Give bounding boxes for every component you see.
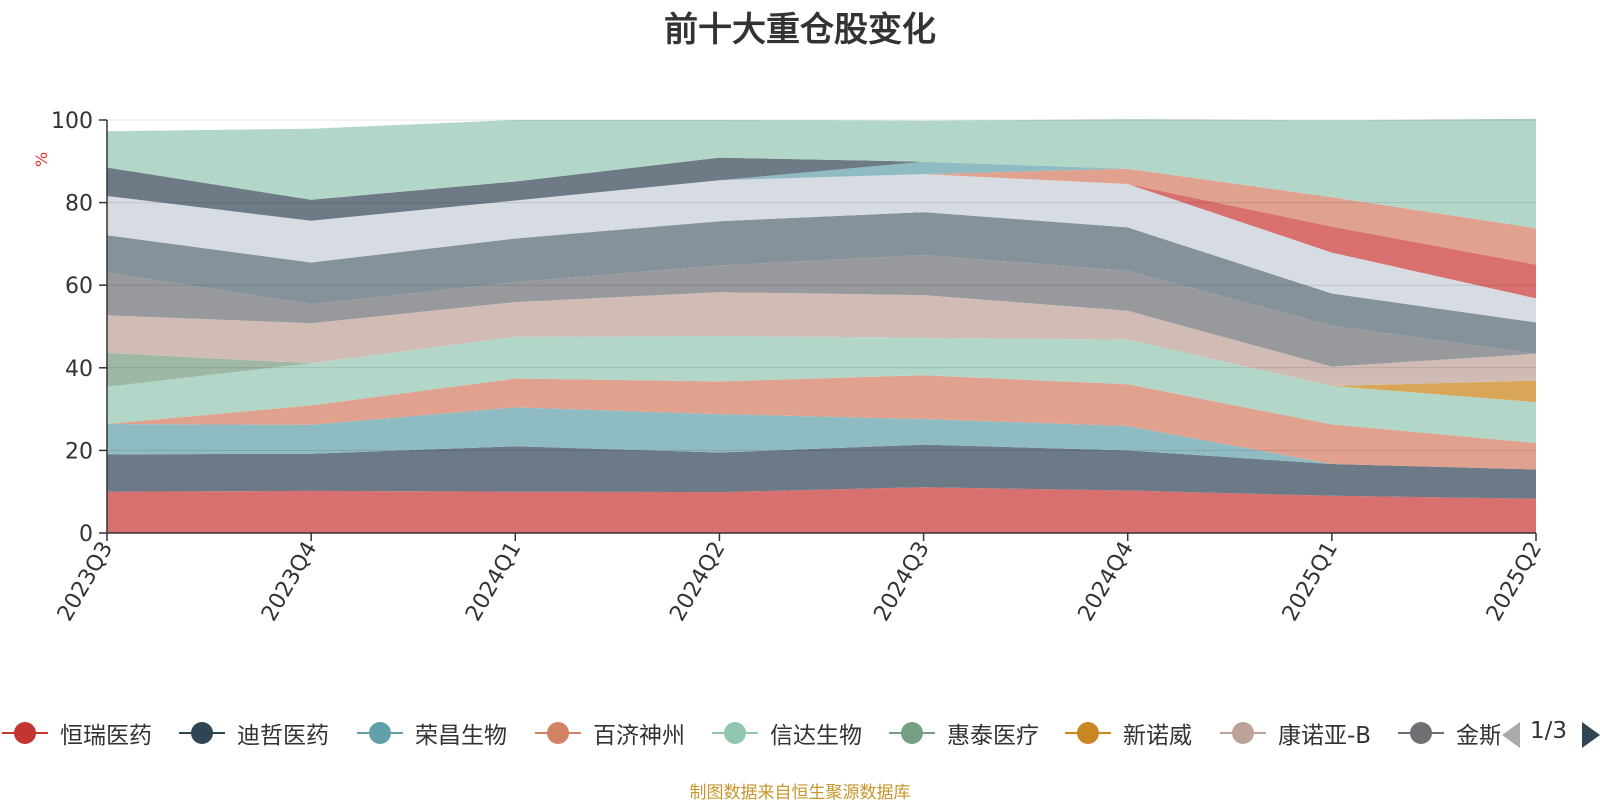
legend-marker-icon [179, 722, 225, 744]
area-series-14 [107, 161, 1536, 229]
legend-label: 信达生物 [770, 723, 862, 749]
area-series-4 [107, 375, 1536, 470]
legend-item[interactable]: 金斯瑞生物科技 [1396, 716, 1500, 750]
legend-marker-icon [1220, 722, 1266, 744]
area-series-11 [107, 174, 1536, 323]
pager-text: 1/3 [1530, 718, 1568, 744]
area-series-2 [107, 444, 1536, 499]
legend-item[interactable]: 新诺威 [1063, 716, 1192, 750]
area-series-16 [107, 118, 1536, 229]
legend-marker-icon [712, 722, 758, 744]
x-tick-label: 2024Q1 [461, 538, 526, 626]
legend-item[interactable]: 信达生物 [710, 716, 862, 750]
legend-pager: 1/3 [1500, 716, 1600, 756]
area-series-9 [107, 255, 1536, 367]
legend-item[interactable]: 康诺亚-B [1218, 716, 1371, 750]
area-series-8 [107, 292, 1536, 386]
legend-label: 荣昌生物 [415, 723, 507, 749]
y-tick-label: 20 [65, 439, 93, 464]
chart-title: 前十大重仓股变化 [664, 10, 936, 50]
legend-label: 百济神州 [593, 723, 685, 749]
legend-label: 惠泰医疗 [947, 723, 1039, 749]
legend-marker-icon [1065, 722, 1111, 744]
area-series-1 [107, 487, 1536, 533]
legend-item[interactable]: 百济神州 [533, 716, 685, 750]
area-series-10 [107, 212, 1536, 354]
legend-label: 新诺威 [1123, 723, 1192, 749]
y-tick-label: 60 [65, 274, 93, 299]
legend-item[interactable]: 恒瑞医药 [0, 716, 152, 750]
x-tick-label: 2025Q2 [1482, 538, 1547, 626]
legend-label: 康诺亚-B [1278, 723, 1372, 749]
pager-next-icon[interactable] [1580, 720, 1600, 750]
area-series-15 [107, 157, 1536, 229]
legend: 恒瑞医药 迪哲医药 荣昌生物 百济神州 信达生物 惠泰医疗 新诺威 康诺亚-B 金斯瑞生物科技 [0, 716, 1500, 756]
area-series-13 [107, 168, 1536, 265]
stacked-area-chart: 0 20 40 60 80 100 2023Q3 2023Q4 2024Q1 2024Q2 2024… [51, 109, 1547, 626]
source-note: 制图数据来自恒生聚源数据库 [689, 783, 911, 803]
x-tick-label: 2024Q3 [869, 538, 934, 626]
y-tick-label: 0 [79, 522, 93, 547]
legend-label: 迪哲医药 [237, 723, 329, 749]
x-tick-label: 2023Q4 [257, 538, 322, 626]
y-tick-label: 100 [51, 109, 93, 134]
y-tick-label: 80 [65, 192, 93, 217]
legend-label: 恒瑞医药 [60, 723, 152, 749]
legend-marker-icon [1398, 722, 1444, 744]
x-tick-label: 2024Q4 [1074, 538, 1139, 626]
legend-item[interactable]: 惠泰医疗 [887, 716, 1039, 750]
legend-marker-icon [535, 722, 581, 744]
y-tick-label: 40 [65, 357, 93, 382]
legend-marker-icon [357, 722, 403, 744]
x-tick-label: 2024Q2 [665, 538, 730, 626]
x-tick-label: 2023Q3 [53, 538, 118, 626]
x-tick-label: 2025Q1 [1278, 538, 1343, 626]
area-series-5 [107, 336, 1536, 443]
legend-item[interactable]: 荣昌生物 [355, 716, 507, 750]
area-series-3 [107, 407, 1536, 470]
legend-item[interactable]: 迪哲医药 [177, 716, 329, 750]
pager-prev-icon[interactable] [1500, 720, 1522, 750]
legend-label: 金斯瑞生物科技 [1456, 723, 1500, 749]
legend-marker-icon [889, 722, 935, 744]
legend-marker-icon [2, 722, 48, 744]
